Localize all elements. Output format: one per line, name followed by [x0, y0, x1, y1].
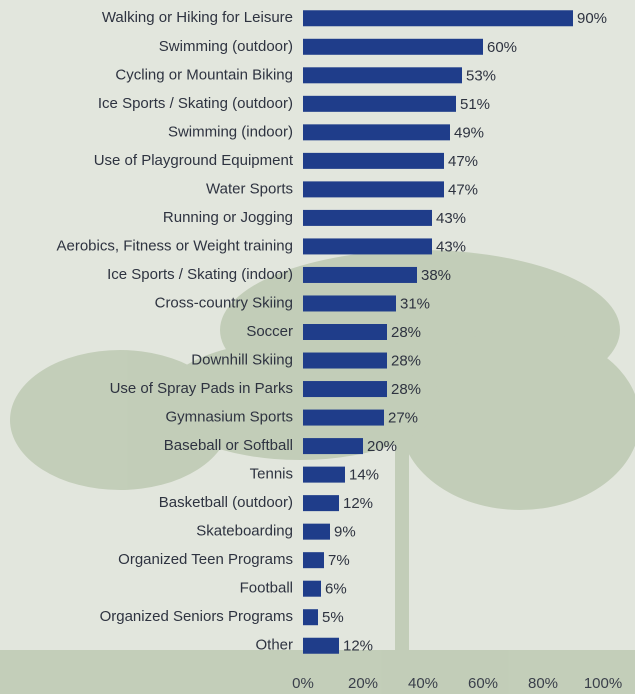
category-label: Aerobics, Fitness or Weight training [57, 237, 294, 254]
category-label: Swimming (indoor) [168, 123, 293, 140]
bar [303, 466, 345, 483]
value-label: 51% [460, 96, 490, 113]
value-label: 7% [328, 552, 350, 569]
bar [303, 266, 417, 283]
bar [303, 381, 387, 398]
category-label: Skateboarding [196, 523, 293, 540]
bar [303, 67, 462, 84]
bar [303, 552, 324, 569]
bar [303, 609, 318, 626]
bar [303, 209, 432, 226]
category-label: Running or Jogging [163, 209, 293, 226]
category-label: Tennis [250, 466, 293, 483]
category-label: Cycling or Mountain Biking [115, 66, 293, 83]
category-label: Soccer [246, 323, 293, 340]
category-label: Football [240, 580, 293, 597]
value-label: 53% [466, 67, 496, 84]
x-tick-label: 40% [408, 675, 438, 692]
value-label: 14% [349, 467, 379, 484]
category-label: Gymnasium Sports [165, 409, 293, 426]
category-label: Walking or Hiking for Leisure [102, 9, 293, 26]
bar [303, 38, 483, 55]
category-label: Swimming (outdoor) [159, 38, 293, 55]
x-tick-label: 60% [468, 675, 498, 692]
bar [303, 523, 330, 540]
bar [303, 409, 384, 426]
bar [303, 152, 444, 169]
value-label: 28% [391, 324, 421, 341]
bar [303, 95, 456, 112]
value-label: 49% [454, 124, 484, 141]
value-label: 38% [421, 267, 451, 284]
bar [303, 352, 387, 369]
tree-silhouette [0, 250, 635, 694]
value-label: 47% [448, 153, 478, 170]
category-label: Basketball (outdoor) [159, 494, 293, 511]
value-label: 5% [322, 609, 344, 626]
category-label: Ice Sports / Skating (outdoor) [98, 95, 293, 112]
category-label: Downhill Skiing [191, 351, 293, 368]
bar [303, 324, 387, 340]
value-label: 20% [367, 438, 397, 455]
category-label: Use of Spray Pads in Parks [110, 380, 293, 397]
x-tick-label: 80% [528, 675, 558, 692]
value-label: 43% [436, 210, 466, 227]
bar [303, 10, 573, 27]
category-label: Baseball or Softball [164, 437, 293, 454]
bar [303, 495, 339, 512]
category-label: Organized Teen Programs [118, 551, 293, 568]
value-label: 47% [448, 181, 478, 198]
x-tick-label: 100% [584, 675, 622, 692]
bar [303, 238, 432, 255]
category-label: Other [255, 637, 293, 654]
category-label: Ice Sports / Skating (indoor) [107, 266, 293, 283]
value-label: 27% [388, 410, 418, 427]
value-label: 90% [577, 10, 607, 27]
value-label: 60% [487, 39, 517, 56]
category-label: Use of Playground Equipment [94, 152, 294, 169]
bar [303, 580, 321, 597]
category-label: Cross-country Skiing [155, 294, 293, 311]
bar [303, 637, 339, 654]
x-tick-label: 20% [348, 675, 378, 692]
category-label: Organized Seniors Programs [100, 608, 293, 625]
bar [303, 181, 444, 198]
value-label: 9% [334, 524, 356, 541]
value-label: 12% [343, 638, 373, 655]
value-label: 12% [343, 495, 373, 512]
value-label: 43% [436, 238, 466, 255]
value-label: 31% [400, 295, 430, 312]
value-label: 28% [391, 381, 421, 398]
value-label: 28% [391, 352, 421, 369]
bar [303, 438, 363, 455]
bar [303, 124, 450, 141]
value-label: 6% [325, 581, 347, 598]
category-label: Water Sports [206, 180, 293, 197]
bar [303, 295, 396, 312]
x-tick-label: 0% [292, 675, 314, 692]
